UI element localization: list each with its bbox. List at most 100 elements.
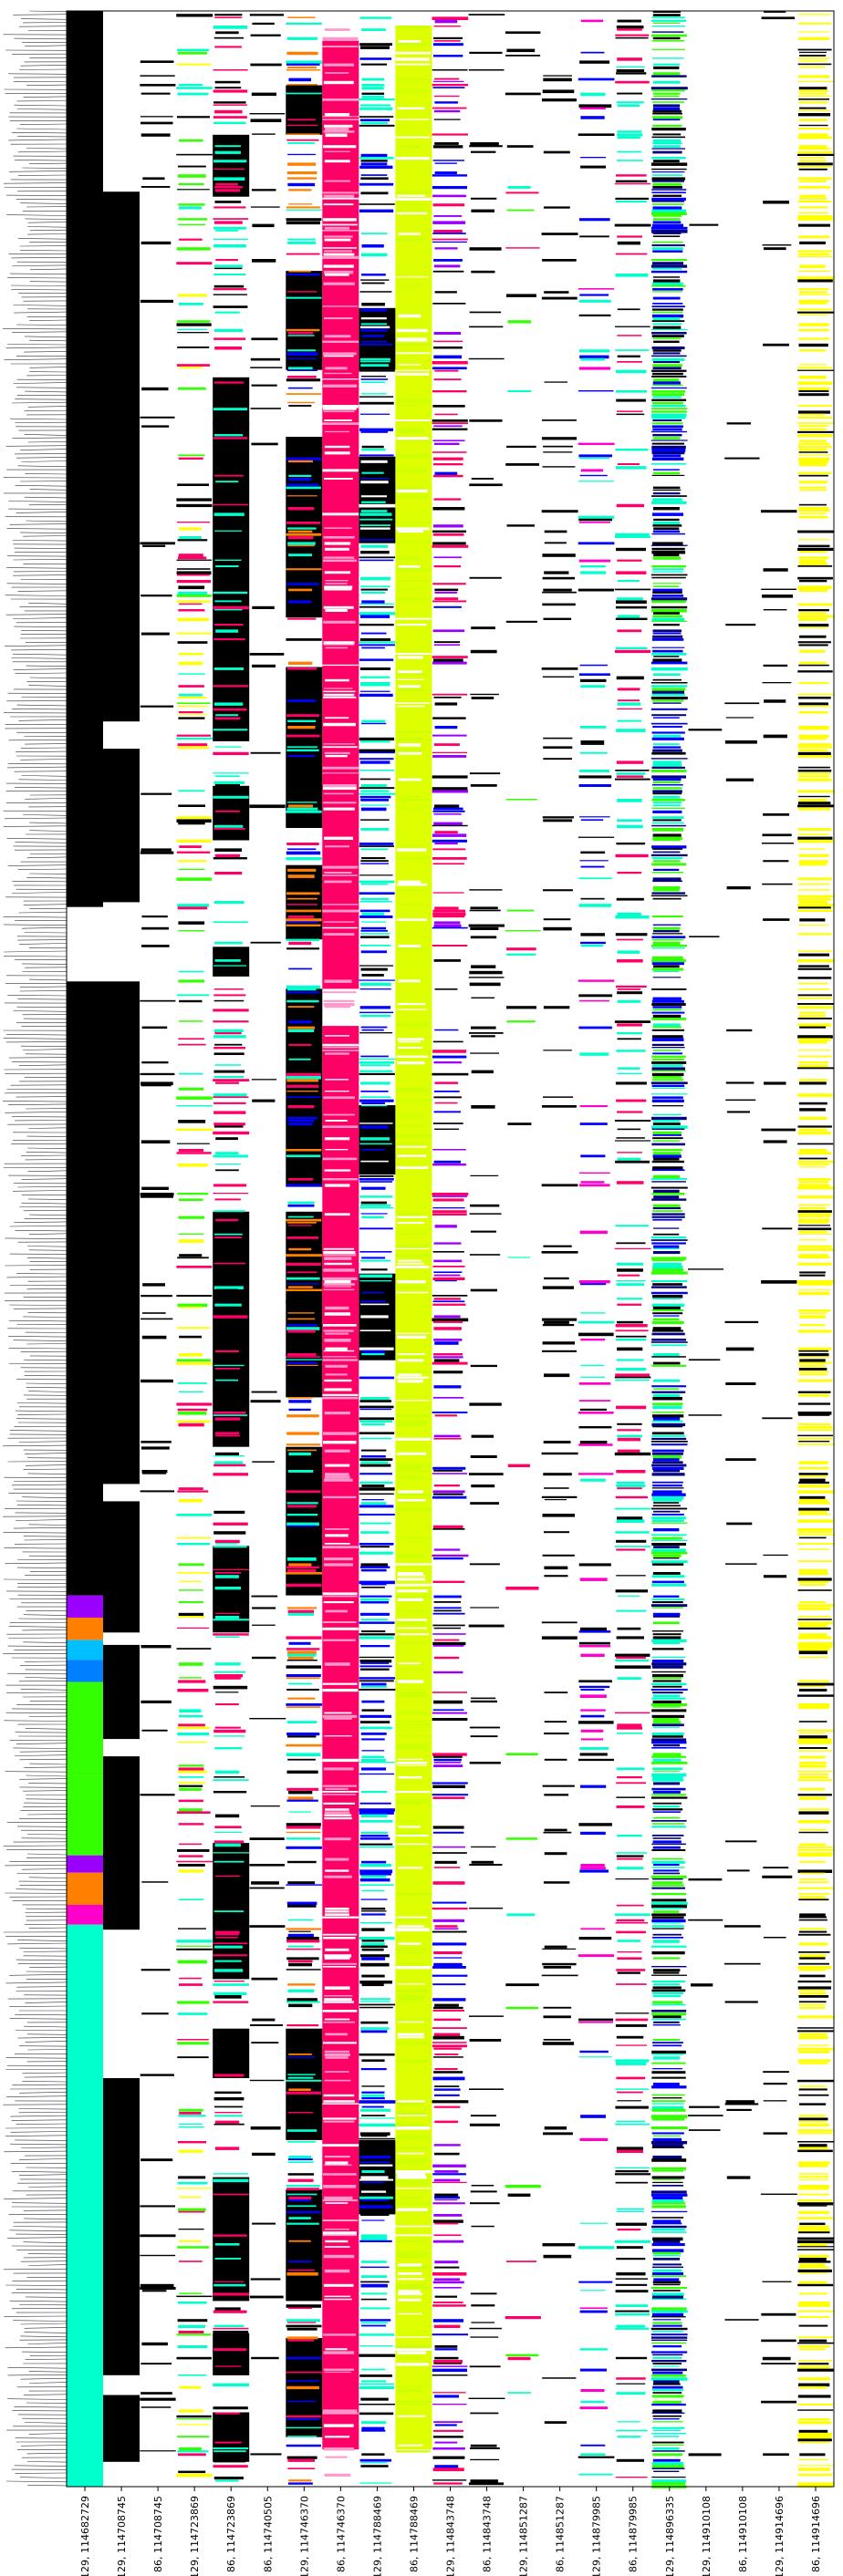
cell-stripe-2 [141, 2290, 167, 2292]
cell-stripe-16 [651, 2395, 684, 2398]
cell-stripe-15 [616, 547, 646, 552]
cell-stripe-19 [761, 843, 794, 844]
y-tick-label [2, 1101, 68, 1102]
cell-stripe-9 [396, 799, 429, 802]
cell-stripe-13 [541, 1621, 578, 1624]
y-tick-label [8, 1626, 68, 1628]
cell-stripe-16 [652, 2015, 682, 2019]
cell-stripe-6 [287, 527, 317, 530]
cell-stripe-3 [177, 2436, 210, 2438]
cell-stripe-14 [580, 1831, 606, 1836]
cell-stripe-15 [615, 36, 649, 39]
cell-stripe-10 [432, 833, 467, 837]
cell-stripe-7 [325, 367, 348, 370]
cell-stripe-2 [141, 945, 170, 947]
cell-stripe-16 [651, 2103, 684, 2105]
cell-stripe-15 [616, 26, 644, 29]
cell-stripe-16 [652, 673, 681, 676]
cell-stripe-20 [797, 2368, 834, 2372]
cell-stripe-16 [653, 1120, 680, 1122]
cell-stripe-9 [398, 1831, 422, 1836]
y-tick-label [23, 1641, 68, 1643]
cell-stripe-4 [213, 591, 248, 595]
cell-stripe-10 [432, 2368, 467, 2373]
cell-block-1-5 [103, 1756, 140, 1930]
cell-stripe-10 [433, 1385, 462, 1389]
cell-stripe-11 [470, 2447, 500, 2449]
cell-stripe-10 [432, 2181, 467, 2184]
cell-stripe-8 [359, 104, 390, 107]
cell-stripe-9 [396, 495, 429, 499]
cell-stripe-16 [651, 1671, 686, 1673]
cell-stripe-6 [286, 337, 319, 339]
cell-stripe-4 [214, 1043, 243, 1046]
cell-stripe-4 [215, 2254, 239, 2257]
cell-stripe-9 [396, 337, 427, 341]
cell-stripe-6 [286, 369, 317, 371]
cell-stripe-16 [651, 393, 685, 397]
cell-stripe-16 [653, 1233, 680, 1236]
cell-stripe-3 [178, 1767, 204, 1771]
cell-stripe-10 [432, 2404, 467, 2405]
y-tick-label [16, 2289, 68, 2291]
cell-stripe-3 [178, 223, 206, 226]
cell-stripe-14 [580, 1714, 605, 1718]
cell-stripe-3 [178, 1983, 203, 1986]
cell-stripe-5 [250, 34, 281, 36]
cell-stripe-14 [578, 515, 615, 520]
cell-stripe-3 [178, 303, 203, 305]
cell-stripe-20 [797, 804, 834, 808]
cell-stripe-9 [396, 2176, 427, 2179]
cell-stripe-16 [652, 1691, 683, 1694]
cell-stripe-15 [615, 533, 650, 537]
cell-stripe-20 [797, 828, 832, 831]
cell-stripe-10 [433, 1755, 463, 1758]
cell-stripe-20 [798, 1149, 827, 1152]
y-tick-label [25, 2358, 68, 2360]
cell-stripe-16 [651, 128, 686, 131]
cell-stripe-15 [615, 2290, 649, 2293]
cell-stripe-8 [359, 749, 396, 753]
cell-stripe-14 [579, 2368, 607, 2372]
cell-stripe-3 [178, 868, 205, 871]
cell-stripe-11 [470, 2412, 499, 2415]
cell-stripe-11 [470, 1735, 498, 1738]
y-tick-label [5, 2127, 68, 2129]
cell-stripe-4 [215, 1937, 238, 1939]
cell-stripe-6 [287, 466, 316, 469]
cell-stripe-16 [651, 653, 687, 656]
cell-stripe-9 [396, 1145, 427, 1148]
cell-stripe-20 [798, 807, 830, 811]
cell-stripe-10 [432, 1919, 464, 1922]
cell-stripe-16 [652, 1050, 681, 1051]
cell-stripe-16 [652, 425, 683, 429]
cell-stripe-13 [543, 78, 572, 82]
y-tick-label [24, 336, 68, 338]
cell-stripe-7 [323, 2477, 355, 2480]
cell-stripe-14 [578, 1473, 614, 1475]
cell-stripe-8 [359, 2054, 395, 2056]
cell-stripe-14 [579, 355, 609, 359]
cell-stripe-8 [360, 653, 388, 657]
cell-stripe-10 [433, 230, 463, 233]
cell-stripe-8 [361, 2324, 387, 2327]
cell-stripe-20 [797, 994, 832, 997]
cell-stripe-20 [798, 766, 830, 769]
cell-stripe-15 [615, 2167, 650, 2169]
cell-stripe-2 [140, 1140, 171, 1143]
y-tick-label [28, 503, 68, 506]
cell-stripe-10 [433, 1434, 461, 1438]
y-tick-label [13, 574, 68, 576]
cell-stripe-10 [432, 909, 466, 913]
cell-stripe-11 [471, 478, 494, 480]
cell-stripe-20 [797, 369, 834, 371]
cell-stripe-16 [651, 1697, 686, 1700]
cell-stripe-10 [432, 2240, 464, 2243]
cell-stripe-14 [580, 1928, 605, 1930]
cell-stripe-6 [286, 1339, 320, 1341]
cell-stripe-9 [396, 57, 430, 61]
cell-stripe-18 [725, 624, 756, 626]
cell-stripe-4 [215, 629, 239, 633]
cell-stripe-10 [432, 839, 467, 843]
cell-stripe-4 [214, 1236, 242, 1238]
